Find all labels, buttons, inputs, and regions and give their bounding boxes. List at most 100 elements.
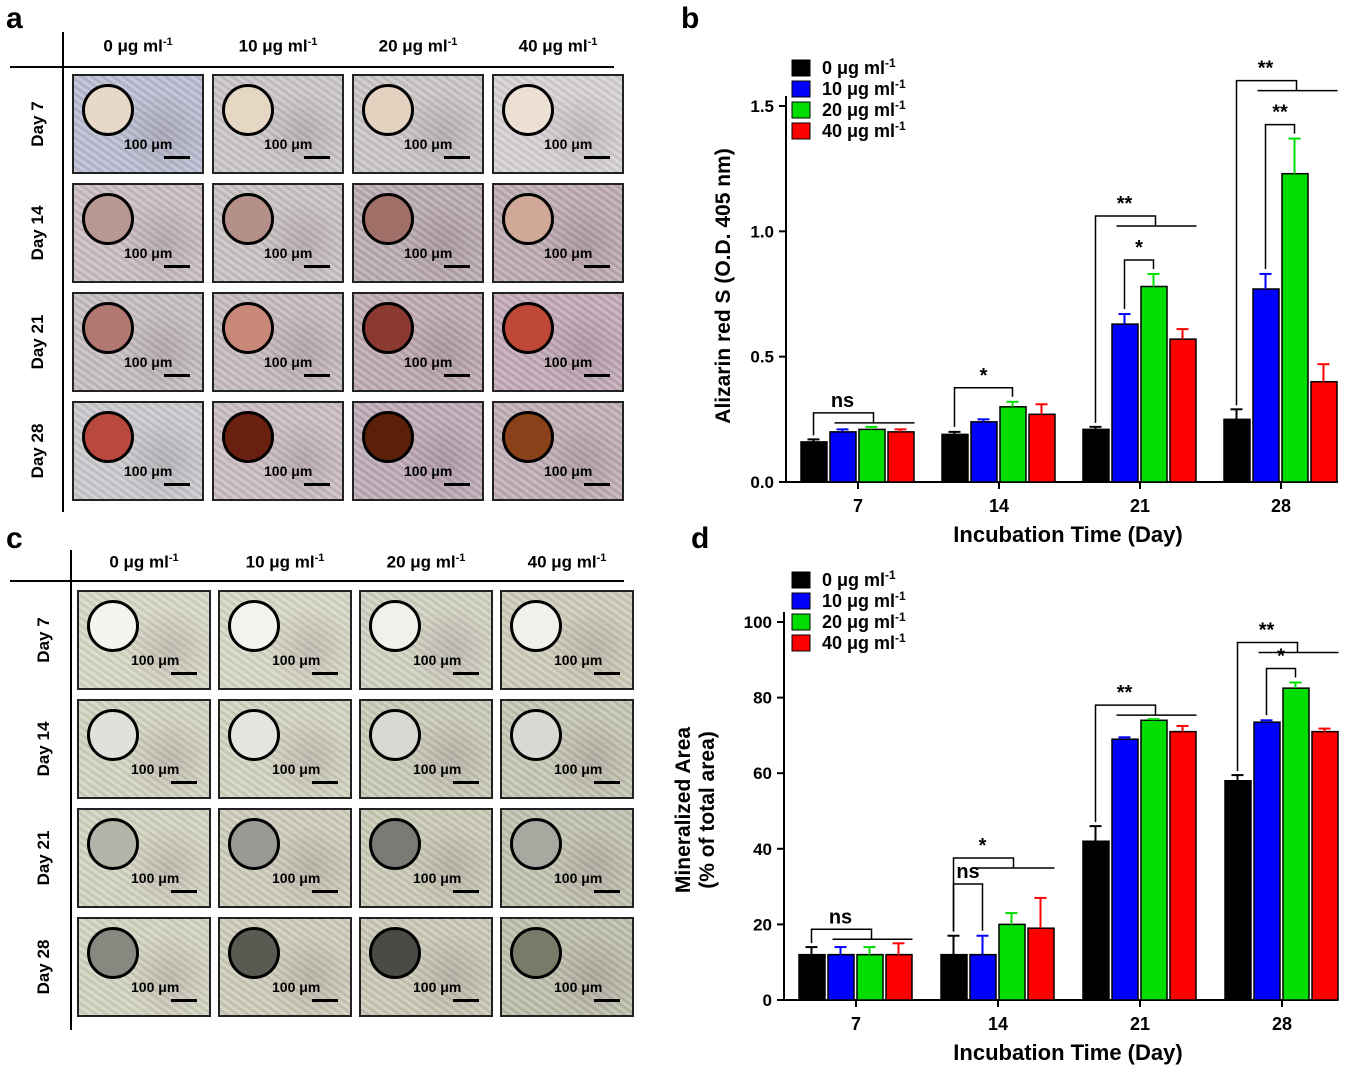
stain-image-tile: 100 μm bbox=[352, 292, 484, 392]
x-tick-label: 14 bbox=[988, 1014, 1008, 1034]
well-zoom-circle bbox=[362, 302, 414, 354]
bar bbox=[1111, 323, 1139, 483]
well-zoom-circle bbox=[228, 818, 280, 870]
stain-image-tile: 100 μm bbox=[500, 808, 634, 908]
stain-image-tile: 100 μm bbox=[72, 401, 204, 501]
row-label: Day 28 bbox=[28, 423, 47, 479]
significance-label: * bbox=[979, 835, 987, 857]
stain-image-tile: 100 μm bbox=[359, 808, 493, 908]
significance-bracket bbox=[810, 928, 873, 944]
row-label: Day 14 bbox=[28, 205, 47, 261]
well-zoom-circle bbox=[362, 84, 414, 136]
well-zoom-circle bbox=[82, 193, 134, 245]
column-header: 0 μg ml-1 bbox=[109, 552, 179, 572]
significance-label: * bbox=[980, 365, 988, 387]
scale-bar bbox=[171, 999, 197, 1002]
bar bbox=[1169, 338, 1197, 483]
well-zoom-circle bbox=[87, 927, 139, 979]
scale-bar bbox=[304, 156, 330, 159]
scale-bar bbox=[164, 483, 190, 486]
y-tick-label: 80 bbox=[753, 689, 772, 708]
scale-bar bbox=[453, 999, 479, 1002]
scale-bar-label: 100 μm bbox=[413, 870, 462, 886]
scale-bar bbox=[444, 265, 470, 268]
stain-image-tile: 100 μm bbox=[218, 590, 352, 690]
bar bbox=[1140, 719, 1168, 1001]
stain-image-tile: 100 μm bbox=[218, 699, 352, 799]
stain-image-tile: 100 μm bbox=[212, 183, 344, 283]
row-label: Day 7 bbox=[28, 101, 47, 147]
scale-bar bbox=[312, 672, 338, 675]
bar bbox=[941, 433, 969, 483]
bar bbox=[1253, 721, 1281, 1001]
scale-bar-label: 100 μm bbox=[272, 870, 321, 886]
scale-bar bbox=[584, 483, 610, 486]
bar bbox=[798, 953, 826, 1001]
scale-bar bbox=[171, 890, 197, 893]
scale-bar-label: 100 μm bbox=[544, 136, 593, 152]
bar bbox=[970, 421, 998, 483]
legend-entry: 40 μg ml-1 bbox=[822, 631, 906, 653]
scale-bar-label: 100 μm bbox=[404, 354, 453, 370]
stain-image-tile: 100 μm bbox=[218, 917, 352, 1017]
y-axis-label: Mineralized Area bbox=[672, 727, 695, 893]
scale-bar bbox=[164, 265, 190, 268]
y-axis-label-line2: (% of total area) bbox=[696, 731, 719, 889]
scale-bar bbox=[444, 374, 470, 377]
bar bbox=[1282, 687, 1310, 1001]
well-zoom-circle bbox=[82, 84, 134, 136]
scale-bar-label: 100 μm bbox=[554, 652, 603, 668]
bar bbox=[1310, 380, 1338, 483]
scale-bar bbox=[453, 890, 479, 893]
scale-bar-label: 100 μm bbox=[413, 761, 462, 777]
stain-image-tile: 100 μm bbox=[492, 183, 624, 283]
panel-label-d: d bbox=[691, 522, 710, 555]
well-zoom-circle bbox=[222, 302, 274, 354]
legend-swatch bbox=[791, 59, 811, 77]
stain-image-tile: 100 μm bbox=[500, 590, 634, 690]
y-tick-label: 20 bbox=[753, 915, 772, 934]
significance-label: ns bbox=[829, 906, 852, 928]
scale-bar-label: 100 μm bbox=[131, 652, 180, 668]
scale-bar bbox=[453, 781, 479, 784]
stain-image-tile: 100 μm bbox=[212, 74, 344, 174]
x-tick-label: 28 bbox=[1271, 496, 1291, 516]
bar bbox=[1311, 730, 1339, 1001]
scale-bar-label: 100 μm bbox=[272, 979, 321, 995]
column-header: 10 μg ml-1 bbox=[245, 552, 325, 572]
bar-chart-d: 0 20 40 60 80 100 7 14 21 28 Incubation Time (Day)… bbox=[672, 568, 1339, 1065]
column-header: 20 μg ml-1 bbox=[386, 552, 466, 572]
scale-bar bbox=[584, 156, 610, 159]
significance-bracket bbox=[812, 412, 875, 436]
bar bbox=[999, 406, 1027, 483]
y-tick-label: 40 bbox=[753, 840, 772, 859]
legend-swatch bbox=[791, 613, 811, 631]
scale-bar-label: 100 μm bbox=[264, 354, 313, 370]
stain-image-tile: 100 μm bbox=[72, 183, 204, 283]
legend-entry: 10 μg ml-1 bbox=[822, 589, 906, 611]
significance-label: ns bbox=[831, 390, 854, 412]
well-zoom-circle bbox=[222, 411, 274, 463]
legend-entry: 0 μg ml-1 bbox=[822, 56, 896, 78]
legend-entry: 20 μg ml-1 bbox=[822, 98, 906, 120]
column-header: 10 μg ml-1 bbox=[238, 36, 318, 56]
y-axis-label: Alizarin red S (O.D. 405 nm) bbox=[712, 148, 735, 423]
scale-bar-label: 100 μm bbox=[131, 979, 180, 995]
significance-bracket bbox=[1094, 704, 1157, 823]
scale-bar bbox=[304, 483, 330, 486]
well-zoom-circle bbox=[228, 709, 280, 761]
scale-bar-label: 100 μm bbox=[554, 761, 603, 777]
stain-image-tile: 100 μm bbox=[500, 699, 634, 799]
scale-bar bbox=[164, 156, 190, 159]
stain-image-tile: 100 μm bbox=[212, 292, 344, 392]
column-header: 20 μg ml-1 bbox=[378, 36, 458, 56]
scale-bar-label: 100 μm bbox=[404, 463, 453, 479]
x-tick-label: 21 bbox=[1130, 1014, 1150, 1034]
significance-bracket-pair bbox=[1264, 123, 1296, 269]
scale-bar bbox=[312, 999, 338, 1002]
grid-axis-line bbox=[62, 32, 64, 512]
stain-image-tile: 100 μm bbox=[77, 699, 211, 799]
well-zoom-circle bbox=[228, 600, 280, 652]
well-zoom-circle bbox=[510, 709, 562, 761]
scale-bar-label: 100 μm bbox=[554, 870, 603, 886]
